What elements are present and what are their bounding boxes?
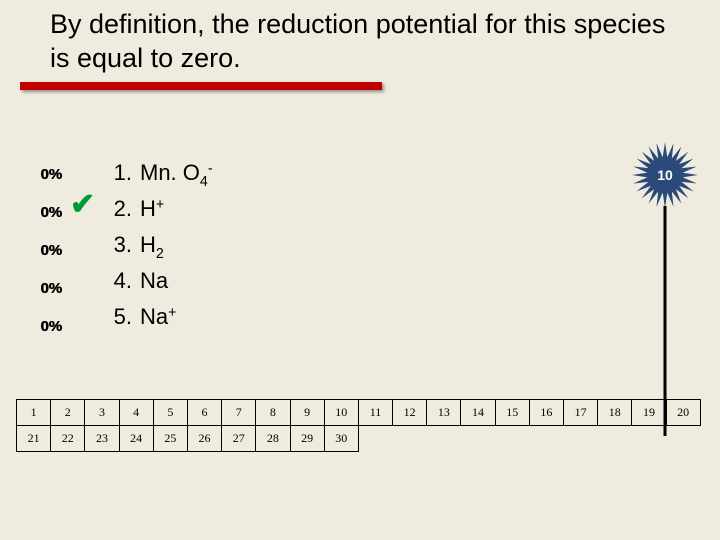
timer-starburst: 10: [632, 142, 698, 208]
title-area: By definition, the reduction potential f…: [0, 0, 720, 76]
grid-cell[interactable]: 29: [290, 426, 324, 452]
grid-cell[interactable]: 4: [119, 400, 153, 426]
grid-cell[interactable]: 5: [153, 400, 187, 426]
answer-text: H+: [140, 196, 164, 222]
grid-cell: [632, 426, 666, 452]
answer-number: 5.: [104, 304, 132, 330]
grid-cell[interactable]: 7: [222, 400, 256, 426]
answer-text: Na: [140, 268, 168, 294]
answer-text: H2: [140, 232, 164, 258]
grid-cell[interactable]: 30: [324, 426, 358, 452]
title-underline: [20, 82, 382, 90]
percent-value: 0%: [22, 155, 68, 193]
grid-cell: [564, 426, 598, 452]
grid-cell[interactable]: 8: [256, 400, 290, 426]
grid-cell[interactable]: 9: [290, 400, 324, 426]
answer-number: 3.: [104, 232, 132, 258]
grid-cell: [495, 426, 529, 452]
grid-cell[interactable]: 15: [495, 400, 529, 426]
grid-cell[interactable]: 2: [51, 400, 85, 426]
grid-cell[interactable]: 27: [222, 426, 256, 452]
grid-cell[interactable]: 13: [427, 400, 461, 426]
grid-cell[interactable]: 19: [632, 400, 666, 426]
grid-cell[interactable]: 6: [187, 400, 221, 426]
answer-text: Mn. O4-: [140, 160, 213, 186]
answer-option[interactable]: 3. H2: [104, 227, 213, 263]
answer-option[interactable]: 1. Mn. O4-: [104, 155, 213, 191]
grid-cell[interactable]: 25: [153, 426, 187, 452]
grid-cell[interactable]: 23: [85, 426, 119, 452]
answer-text: Na+: [140, 304, 176, 330]
question-title: By definition, the reduction potential f…: [50, 8, 670, 76]
answer-number: 1.: [104, 160, 132, 186]
answer-option[interactable]: 4. Na: [104, 263, 213, 299]
grid-cell[interactable]: 11: [358, 400, 392, 426]
grid-cell: [461, 426, 495, 452]
grid-cell[interactable]: 28: [256, 426, 290, 452]
answer-option[interactable]: 5. Na+: [104, 299, 213, 335]
answer-number: 2.: [104, 196, 132, 222]
grid-cell[interactable]: 3: [85, 400, 119, 426]
response-grid: 1234567891011121314151617181920 21222324…: [16, 399, 701, 452]
percent-value: 0%: [22, 193, 68, 231]
grid-cell[interactable]: 21: [17, 426, 51, 452]
check-icon: ✔: [70, 187, 95, 222]
grid-cell: [598, 426, 632, 452]
percent-column: 0% 0% 0% 0% 0%: [22, 155, 68, 345]
grid-cell: [358, 426, 392, 452]
grid-cell: [393, 426, 427, 452]
timer-value: 10: [657, 167, 673, 183]
percent-value: 0%: [22, 231, 68, 269]
grid-cell[interactable]: 20: [666, 400, 700, 426]
grid-cell: [427, 426, 461, 452]
grid-cell: [529, 426, 563, 452]
grid-cell[interactable]: 1: [17, 400, 51, 426]
grid-cell[interactable]: 12: [393, 400, 427, 426]
grid-cell[interactable]: 16: [529, 400, 563, 426]
grid-cell[interactable]: 17: [564, 400, 598, 426]
grid-cell[interactable]: 26: [187, 426, 221, 452]
answer-option[interactable]: 2. H+: [104, 191, 213, 227]
content-area: 0% 0% 0% 0% 0% ✔ 1. Mn. O4- 2. H+ 3. H2 …: [22, 155, 213, 345]
grid-cell[interactable]: 10: [324, 400, 358, 426]
grid-cell[interactable]: 14: [461, 400, 495, 426]
percent-value: 0%: [22, 269, 68, 307]
grid-cell[interactable]: 22: [51, 426, 85, 452]
percent-value: 0%: [22, 307, 68, 345]
answer-column: 1. Mn. O4- 2. H+ 3. H2 4. Na 5. N: [98, 155, 213, 335]
grid-cell[interactable]: 24: [119, 426, 153, 452]
answer-number: 4.: [104, 268, 132, 294]
grid-cell: [666, 426, 700, 452]
grid-cell[interactable]: 18: [598, 400, 632, 426]
